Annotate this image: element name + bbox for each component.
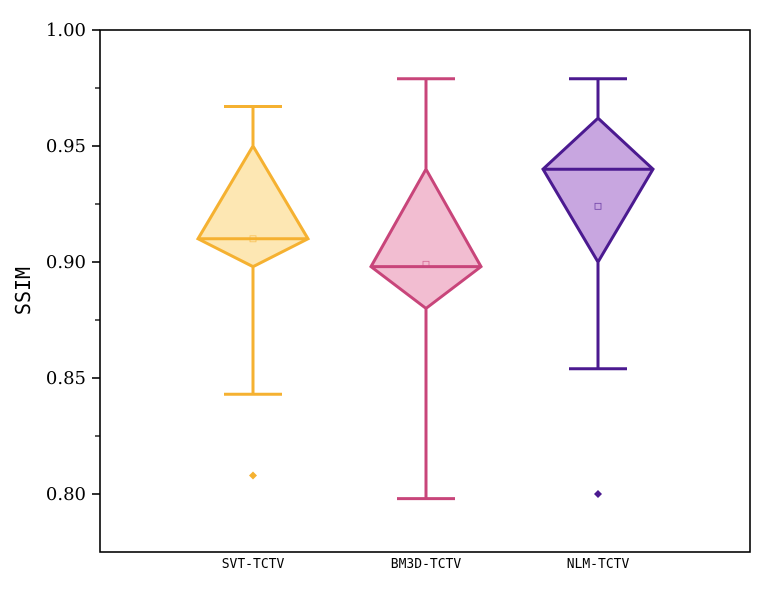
y-tick-label: 0.80 [46, 484, 86, 505]
x-tick-label: NLM-TCTV [567, 557, 630, 572]
iqr-diamond [195, 143, 311, 269]
x-tick-label: BM3D-TCTV [391, 557, 462, 572]
y-axis-title: SSIM [11, 267, 35, 315]
box-nlm-tctv [541, 77, 655, 498]
mean-marker [422, 260, 430, 268]
mean-marker [249, 235, 257, 243]
plot-frame [99, 29, 751, 553]
y-axis: 0.80 0.85 0.90 0.95 1.00 [46, 20, 100, 505]
mean-marker [594, 202, 602, 210]
box-svt-tctv [195, 105, 311, 480]
box-group [195, 77, 655, 501]
iqr-diamond [369, 166, 483, 311]
box-bm3d-tctv [369, 77, 483, 501]
iqr-diamond [541, 116, 655, 265]
y-tick-label: 0.90 [46, 252, 86, 273]
y-tick-label: 0.85 [46, 368, 86, 389]
y-tick-label: 1.00 [46, 20, 86, 41]
y-tick-label: 0.95 [46, 136, 86, 157]
x-tick-label: SVT-TCTV [222, 557, 285, 572]
x-axis: SVT-TCTV BM3D-TCTV NLM-TCTV [222, 557, 630, 572]
outlier-point [249, 471, 257, 480]
outlier-point [594, 490, 602, 498]
